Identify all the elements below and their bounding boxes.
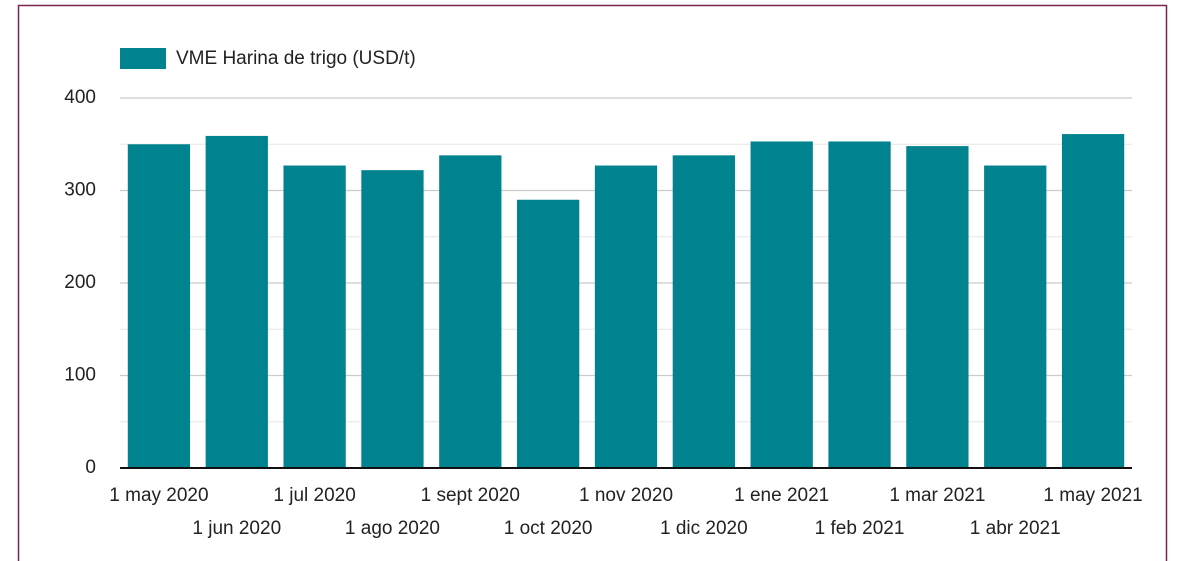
bar (517, 199, 580, 468)
x-tick-label: 1 ago 2020 (345, 518, 440, 539)
bar (361, 170, 424, 468)
bar (984, 165, 1047, 468)
x-tick-label: 1 sept 2020 (421, 485, 520, 506)
legend-label: VME Harina de trigo (USD/t) (176, 48, 416, 69)
x-tick-label: 1 may 2020 (109, 485, 208, 506)
bar (1061, 134, 1125, 468)
y-tick-label: 300 (64, 180, 96, 201)
bar (439, 155, 502, 468)
y-tick-label: 0 (85, 457, 96, 478)
bar (906, 146, 969, 468)
y-tick-label: 100 (64, 365, 96, 386)
x-tick-label: 1 abr 2021 (970, 518, 1061, 539)
bar (283, 165, 346, 468)
bar (594, 165, 658, 468)
bar (127, 144, 191, 468)
frame (17, 4, 1168, 561)
y-tick-label: 400 (64, 87, 96, 108)
x-tick-label: 1 may 2021 (1043, 485, 1142, 506)
x-tick-label: 1 dic 2020 (660, 518, 748, 539)
x-tick-label: 1 oct 2020 (504, 518, 593, 539)
legend-swatch (120, 48, 166, 69)
x-tick-label: 1 nov 2020 (579, 485, 673, 506)
bar (205, 135, 268, 469)
x-tick-label: 1 feb 2021 (815, 518, 905, 539)
y-tick-label: 200 (64, 272, 96, 293)
bar (750, 141, 813, 468)
bar (828, 141, 891, 468)
x-tick-label: 1 jul 2020 (273, 485, 355, 506)
bar (672, 155, 735, 468)
x-tick-label: 1 ene 2021 (734, 485, 829, 506)
x-tick-label: 1 mar 2021 (889, 485, 985, 506)
x-tick-label: 1 jun 2020 (192, 518, 281, 539)
